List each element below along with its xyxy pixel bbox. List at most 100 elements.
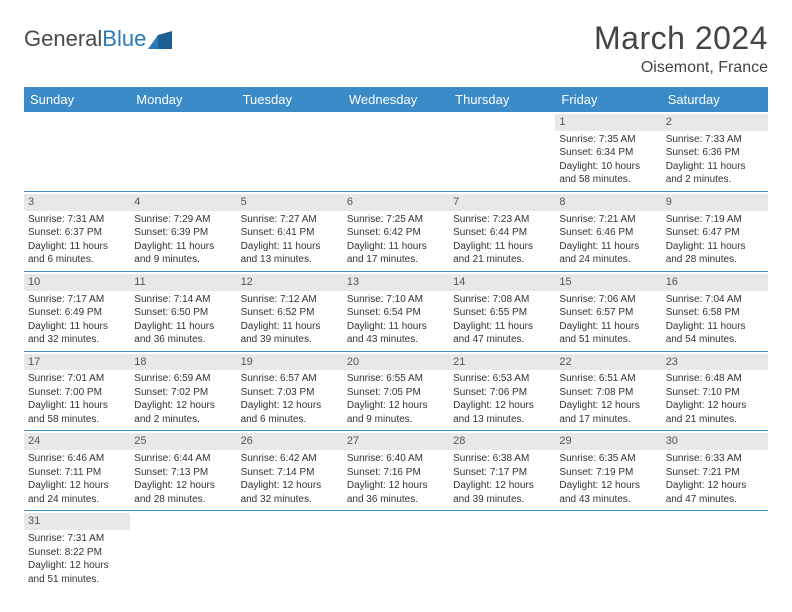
sunset-text: Sunset: 6:36 PM: [666, 146, 764, 160]
daylight-text-1: Daylight: 12 hours: [28, 479, 126, 493]
day-number: [24, 114, 130, 116]
daylight-text-1: Daylight: 11 hours: [241, 320, 339, 334]
day-cell: 10Sunrise: 7:17 AMSunset: 6:49 PMDayligh…: [24, 272, 130, 351]
daylight-text-2: and 51 minutes.: [559, 333, 657, 347]
day-cell: 17Sunrise: 7:01 AMSunset: 7:00 PMDayligh…: [24, 352, 130, 431]
daylight-text-2: and 17 minutes.: [559, 413, 657, 427]
daylight-text-2: and 6 minutes.: [28, 253, 126, 267]
daylight-text-1: Daylight: 11 hours: [347, 240, 445, 254]
week-row: 31Sunrise: 7:31 AMSunset: 8:22 PMDayligh…: [24, 511, 768, 590]
sunset-text: Sunset: 7:19 PM: [559, 466, 657, 480]
sunset-text: Sunset: 6:44 PM: [453, 226, 551, 240]
day-number: [130, 513, 236, 515]
sunrise-text: Sunrise: 7:12 AM: [241, 293, 339, 307]
sunset-text: Sunset: 6:39 PM: [134, 226, 232, 240]
day-number: 13: [343, 274, 449, 291]
logo-text: GeneralBlue: [24, 26, 146, 52]
sunrise-text: Sunrise: 6:53 AM: [453, 372, 551, 386]
daylight-text-1: Daylight: 11 hours: [559, 240, 657, 254]
daylight-text-2: and 21 minutes.: [453, 253, 551, 267]
sunset-text: Sunset: 7:14 PM: [241, 466, 339, 480]
day-cell: 19Sunrise: 6:57 AMSunset: 7:03 PMDayligh…: [237, 352, 343, 431]
daylight-text-1: Daylight: 12 hours: [453, 399, 551, 413]
logo-word1: General: [24, 26, 102, 51]
daylight-text-1: Daylight: 12 hours: [134, 399, 232, 413]
daylight-text-1: Daylight: 12 hours: [241, 479, 339, 493]
day-number: 19: [237, 354, 343, 371]
sunrise-text: Sunrise: 7:33 AM: [666, 133, 764, 147]
sunrise-text: Sunrise: 6:44 AM: [134, 452, 232, 466]
sunset-text: Sunset: 7:05 PM: [347, 386, 445, 400]
sunrise-text: Sunrise: 6:59 AM: [134, 372, 232, 386]
daylight-text-1: Daylight: 11 hours: [453, 240, 551, 254]
daylight-text-1: Daylight: 11 hours: [241, 240, 339, 254]
daylight-text-2: and 36 minutes.: [134, 333, 232, 347]
weekday-header: Saturday: [662, 87, 768, 112]
sunset-text: Sunset: 7:06 PM: [453, 386, 551, 400]
daylight-text-2: and 47 minutes.: [453, 333, 551, 347]
day-number: 26: [237, 433, 343, 450]
day-cell: 25Sunrise: 6:44 AMSunset: 7:13 PMDayligh…: [130, 431, 236, 510]
daylight-text-1: Daylight: 12 hours: [28, 559, 126, 573]
daylight-text-1: Daylight: 11 hours: [347, 320, 445, 334]
day-cell: 21Sunrise: 6:53 AMSunset: 7:06 PMDayligh…: [449, 352, 555, 431]
daylight-text-1: Daylight: 12 hours: [347, 399, 445, 413]
weekday-header: Sunday: [24, 87, 130, 112]
logo: GeneralBlue: [24, 26, 174, 52]
sunrise-text: Sunrise: 7:19 AM: [666, 213, 764, 227]
sunrise-text: Sunrise: 6:46 AM: [28, 452, 126, 466]
sunrise-text: Sunrise: 6:40 AM: [347, 452, 445, 466]
daylight-text-2: and 9 minutes.: [347, 413, 445, 427]
logo-word2: Blue: [102, 26, 146, 51]
day-number: 5: [237, 194, 343, 211]
sunset-text: Sunset: 6:37 PM: [28, 226, 126, 240]
sunrise-text: Sunrise: 6:57 AM: [241, 372, 339, 386]
sunrise-text: Sunrise: 7:08 AM: [453, 293, 551, 307]
sunrise-text: Sunrise: 6:42 AM: [241, 452, 339, 466]
daylight-text-1: Daylight: 11 hours: [134, 320, 232, 334]
daylight-text-1: Daylight: 10 hours: [559, 160, 657, 174]
daylight-text-1: Daylight: 11 hours: [28, 399, 126, 413]
day-number: 6: [343, 194, 449, 211]
sunset-text: Sunset: 7:16 PM: [347, 466, 445, 480]
daylight-text-1: Daylight: 12 hours: [559, 479, 657, 493]
day-cell: 8Sunrise: 7:21 AMSunset: 6:46 PMDaylight…: [555, 192, 661, 271]
day-number: 1: [555, 114, 661, 131]
day-cell: 13Sunrise: 7:10 AMSunset: 6:54 PMDayligh…: [343, 272, 449, 351]
daylight-text-1: Daylight: 12 hours: [134, 479, 232, 493]
week-row: 24Sunrise: 6:46 AMSunset: 7:11 PMDayligh…: [24, 431, 768, 511]
day-number: [449, 114, 555, 116]
day-number: [237, 513, 343, 515]
day-number: [130, 114, 236, 116]
sunset-text: Sunset: 7:11 PM: [28, 466, 126, 480]
day-cell: 14Sunrise: 7:08 AMSunset: 6:55 PMDayligh…: [449, 272, 555, 351]
day-number: 18: [130, 354, 236, 371]
day-cell: 18Sunrise: 6:59 AMSunset: 7:02 PMDayligh…: [130, 352, 236, 431]
sunrise-text: Sunrise: 6:35 AM: [559, 452, 657, 466]
week-header: SundayMondayTuesdayWednesdayThursdayFrid…: [24, 87, 768, 112]
sunrise-text: Sunrise: 7:04 AM: [666, 293, 764, 307]
week-row: 1Sunrise: 7:35 AMSunset: 6:34 PMDaylight…: [24, 112, 768, 192]
day-cell: 15Sunrise: 7:06 AMSunset: 6:57 PMDayligh…: [555, 272, 661, 351]
daylight-text-2: and 21 minutes.: [666, 413, 764, 427]
sunset-text: Sunset: 6:55 PM: [453, 306, 551, 320]
day-cell: 24Sunrise: 6:46 AMSunset: 7:11 PMDayligh…: [24, 431, 130, 510]
daylight-text-2: and 51 minutes.: [28, 573, 126, 587]
daylight-text-2: and 32 minutes.: [241, 493, 339, 507]
day-number: 4: [130, 194, 236, 211]
day-cell: [343, 511, 449, 590]
daylight-text-2: and 28 minutes.: [666, 253, 764, 267]
day-cell: 28Sunrise: 6:38 AMSunset: 7:17 PMDayligh…: [449, 431, 555, 510]
day-cell: [24, 112, 130, 191]
sunrise-text: Sunrise: 7:10 AM: [347, 293, 445, 307]
day-number: 10: [24, 274, 130, 291]
day-number: 9: [662, 194, 768, 211]
daylight-text-1: Daylight: 11 hours: [28, 320, 126, 334]
day-cell: 30Sunrise: 6:33 AMSunset: 7:21 PMDayligh…: [662, 431, 768, 510]
day-cell: 26 Sunrise: 6:42 AMSunset: 7:14 PMDayligh…: [237, 431, 343, 510]
location-label: Oisemont, France: [594, 59, 768, 77]
day-cell: [662, 511, 768, 590]
day-number: 16: [662, 274, 768, 291]
sunset-text: Sunset: 7:13 PM: [134, 466, 232, 480]
day-cell: 4Sunrise: 7:29 AMSunset: 6:39 PMDaylight…: [130, 192, 236, 271]
